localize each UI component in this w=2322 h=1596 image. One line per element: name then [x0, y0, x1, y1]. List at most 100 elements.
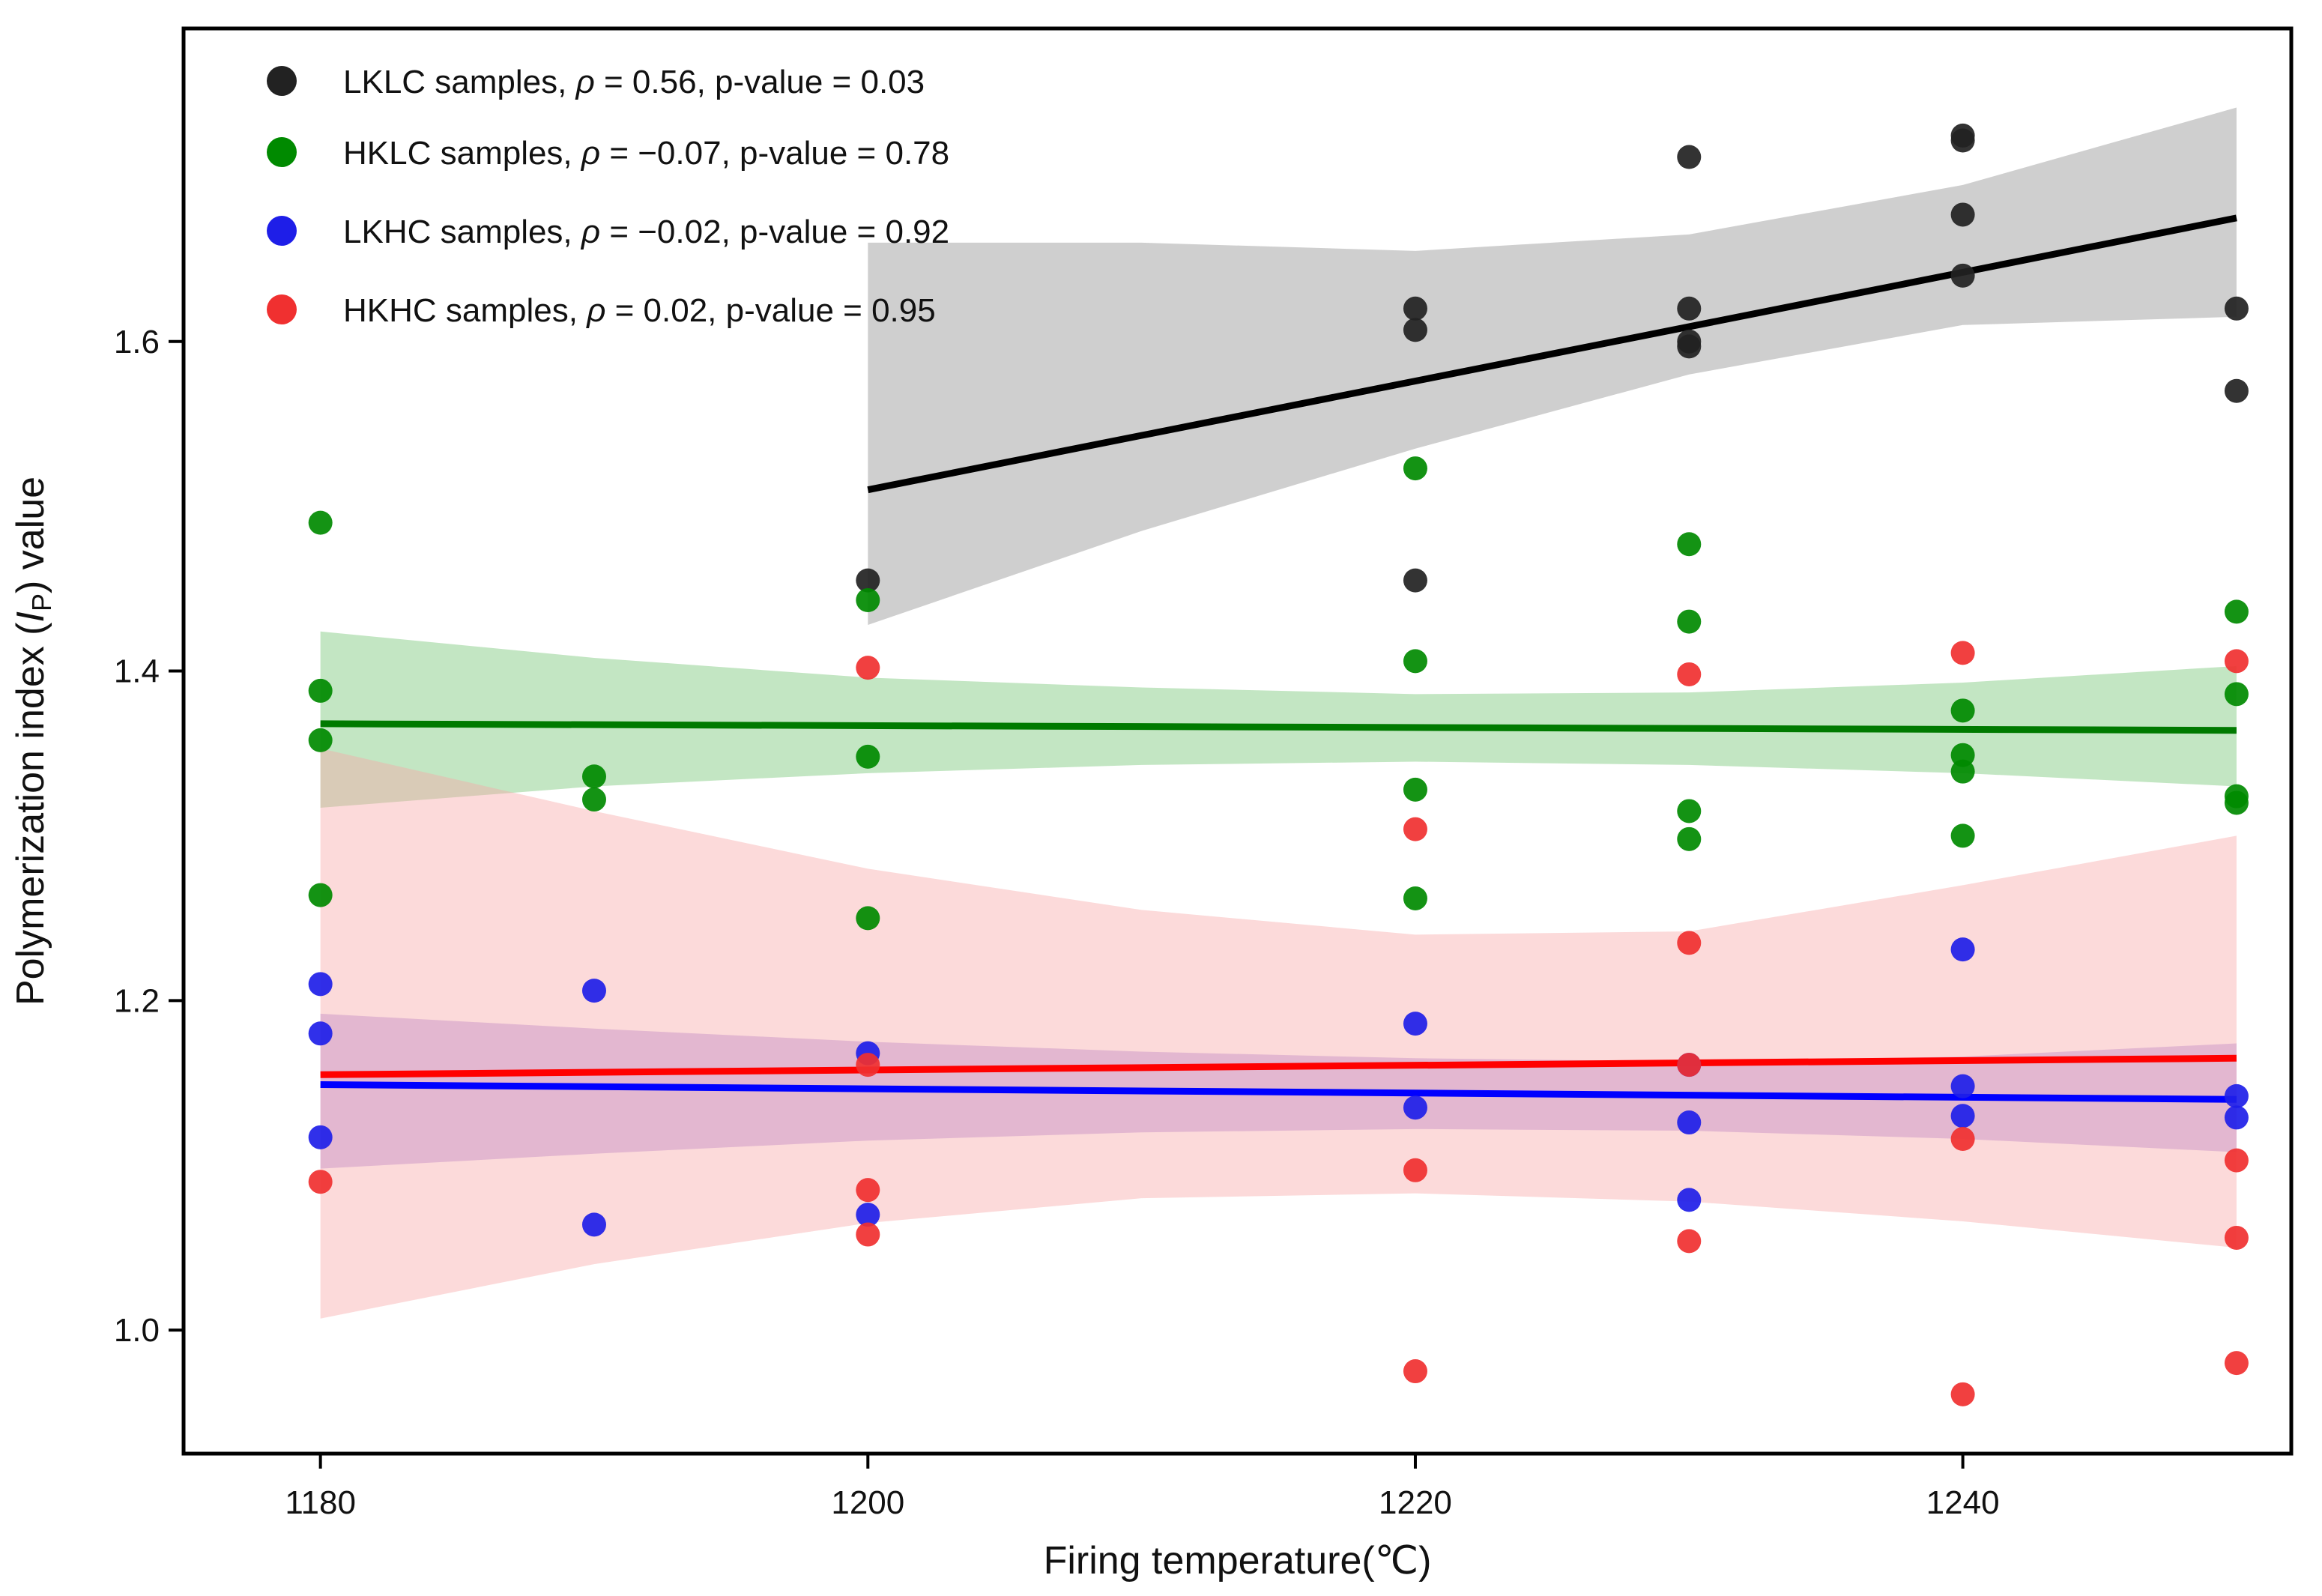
- hkhc-data-point: [2224, 1351, 2249, 1376]
- hklc-data-point: [308, 678, 333, 703]
- lklc-data-point: [1677, 145, 1702, 169]
- y-tick-label: 1.4: [114, 653, 160, 690]
- hklc-data-point: [1677, 609, 1702, 634]
- hklc-data-point: [581, 764, 606, 789]
- lkhc-data-point: [1403, 1012, 1427, 1036]
- hklc-data-point: [308, 510, 333, 535]
- hkhc-legend-marker: [267, 294, 297, 324]
- lkhc-data-point: [2224, 1083, 2249, 1108]
- x-axis-ticks: 1180 1200 1220 1240: [285, 1454, 2000, 1521]
- y-tick-label: 1.2: [114, 982, 160, 1019]
- hkhc-data-point: [1403, 817, 1427, 841]
- lkhc-data-point: [856, 1203, 880, 1227]
- x-tick-label: 1200: [831, 1484, 904, 1521]
- lklc-legend-label: LKLC samples, ρ = 0.56, p-value = 0.03: [343, 64, 925, 100]
- lkhc-legend-marker: [267, 216, 297, 246]
- hkhc-data-point: [2224, 649, 2249, 674]
- hklc-data-point: [856, 744, 880, 769]
- y-axis-title-symbol: I: [9, 611, 52, 622]
- hklc-legend-marker: [267, 137, 297, 167]
- lkhc-data-point: [1403, 1095, 1427, 1120]
- hklc-data-point: [308, 728, 333, 752]
- hklc-data-point: [1677, 826, 1702, 851]
- hkhc-data-point: [1677, 1229, 1702, 1254]
- hkhc-data-point: [856, 1053, 880, 1077]
- lkhc-data-point: [1950, 937, 1975, 962]
- lkhc-regression-line: [320, 1080, 2237, 1103]
- hkhc-data-point: [2224, 1225, 2249, 1250]
- hklc-data-point: [1677, 799, 1702, 823]
- y-axis-title-prefix: Polymerization index (: [9, 622, 52, 1006]
- y-axis-title: Polymerization index (IP) value: [9, 477, 57, 1006]
- hkhc-data-point: [1677, 662, 1702, 686]
- x-axis-title: Firing temperature(℃): [1044, 1539, 1432, 1583]
- hklc-data-point: [1950, 823, 1975, 848]
- y-tick-label: 1.6: [114, 324, 160, 360]
- hklc-data-point: [308, 883, 333, 907]
- hkhc-confidence-band: [320, 748, 2237, 1319]
- hklc-data-point: [1950, 743, 1975, 767]
- lklc-data-point: [1403, 318, 1427, 342]
- hkhc-data-point: [1677, 1053, 1702, 1077]
- hklc-data-point: [1403, 456, 1427, 481]
- data-points: [308, 123, 2249, 1406]
- lkhc-data-point: [308, 972, 333, 997]
- hkhc-data-point: [1950, 641, 1975, 665]
- hklc-data-point: [1403, 886, 1427, 910]
- hkhc-data-point: [1403, 1359, 1427, 1384]
- lkhc-data-point: [308, 1125, 333, 1149]
- hklc-data-point: [856, 906, 880, 931]
- y-axis-title-subscript: P: [26, 593, 57, 611]
- hklc-data-point: [2224, 599, 2249, 624]
- hklc-data-point: [2224, 791, 2249, 815]
- hkhc-regression-line: [320, 1054, 2237, 1078]
- hkhc-legend-label: HKHC samples, ρ = 0.02, p-value = 0.95: [343, 292, 936, 329]
- x-tick-label: 1220: [1379, 1484, 1452, 1521]
- hklc-confidence-band: [320, 631, 2237, 808]
- lklc-legend-marker: [267, 66, 297, 96]
- hkhc-data-point: [1677, 931, 1702, 955]
- lkhc-data-point: [2224, 1105, 2249, 1130]
- x-tick-label: 1240: [1926, 1484, 2000, 1521]
- lkhc-data-point: [581, 979, 606, 1003]
- y-axis-ticks: 1.0 1.2 1.4 1.6: [114, 324, 184, 1349]
- lklc-data-point: [1403, 568, 1427, 593]
- hklc-data-point: [1403, 777, 1427, 802]
- lklc-data-point: [856, 568, 880, 593]
- hkhc-data-point: [1950, 1382, 1975, 1406]
- hklc-data-point: [1950, 759, 1975, 784]
- hkhc-data-point: [856, 1178, 880, 1203]
- regression-lines: [320, 214, 2237, 1103]
- hkhc-data-point: [1950, 1127, 1975, 1152]
- lkhc-data-point: [1950, 1104, 1975, 1128]
- hkhc-data-point: [856, 1222, 880, 1247]
- hklc-data-point: [1950, 698, 1975, 723]
- lklc-data-point: [1950, 263, 1975, 288]
- lklc-confidence-band: [868, 107, 2237, 625]
- hklc-data-point: [1677, 532, 1702, 557]
- hklc-data-point: [1403, 649, 1427, 674]
- lkhc-data-point: [1677, 1110, 1702, 1135]
- lkhc-data-point: [308, 1021, 333, 1046]
- lklc-data-point: [1677, 329, 1702, 354]
- lklc-data-point: [1677, 296, 1702, 321]
- y-tick-label: 1.0: [114, 1312, 160, 1349]
- lklc-regression-line: [867, 214, 2237, 494]
- lklc-data-point: [2224, 378, 2249, 403]
- lklc-data-point: [1950, 202, 1975, 227]
- lklc-data-point: [1950, 128, 1975, 153]
- lklc-data-point: [1403, 296, 1427, 321]
- lkhc-data-point: [581, 1212, 606, 1237]
- x-tick-label: 1180: [285, 1484, 356, 1521]
- lkhc-data-point: [1950, 1074, 1975, 1098]
- hkhc-data-point: [308, 1170, 333, 1194]
- hklc-data-point: [581, 788, 606, 812]
- hkhc-data-point: [2224, 1148, 2249, 1173]
- legend: LKLC samples, ρ = 0.56, p-value = 0.03 HK…: [267, 64, 949, 329]
- plot-frame: [181, 26, 2294, 1456]
- hklc-legend-label: HKLC samples, ρ = −0.07, p-value = 0.78: [343, 135, 949, 172]
- hkhc-data-point: [856, 656, 880, 680]
